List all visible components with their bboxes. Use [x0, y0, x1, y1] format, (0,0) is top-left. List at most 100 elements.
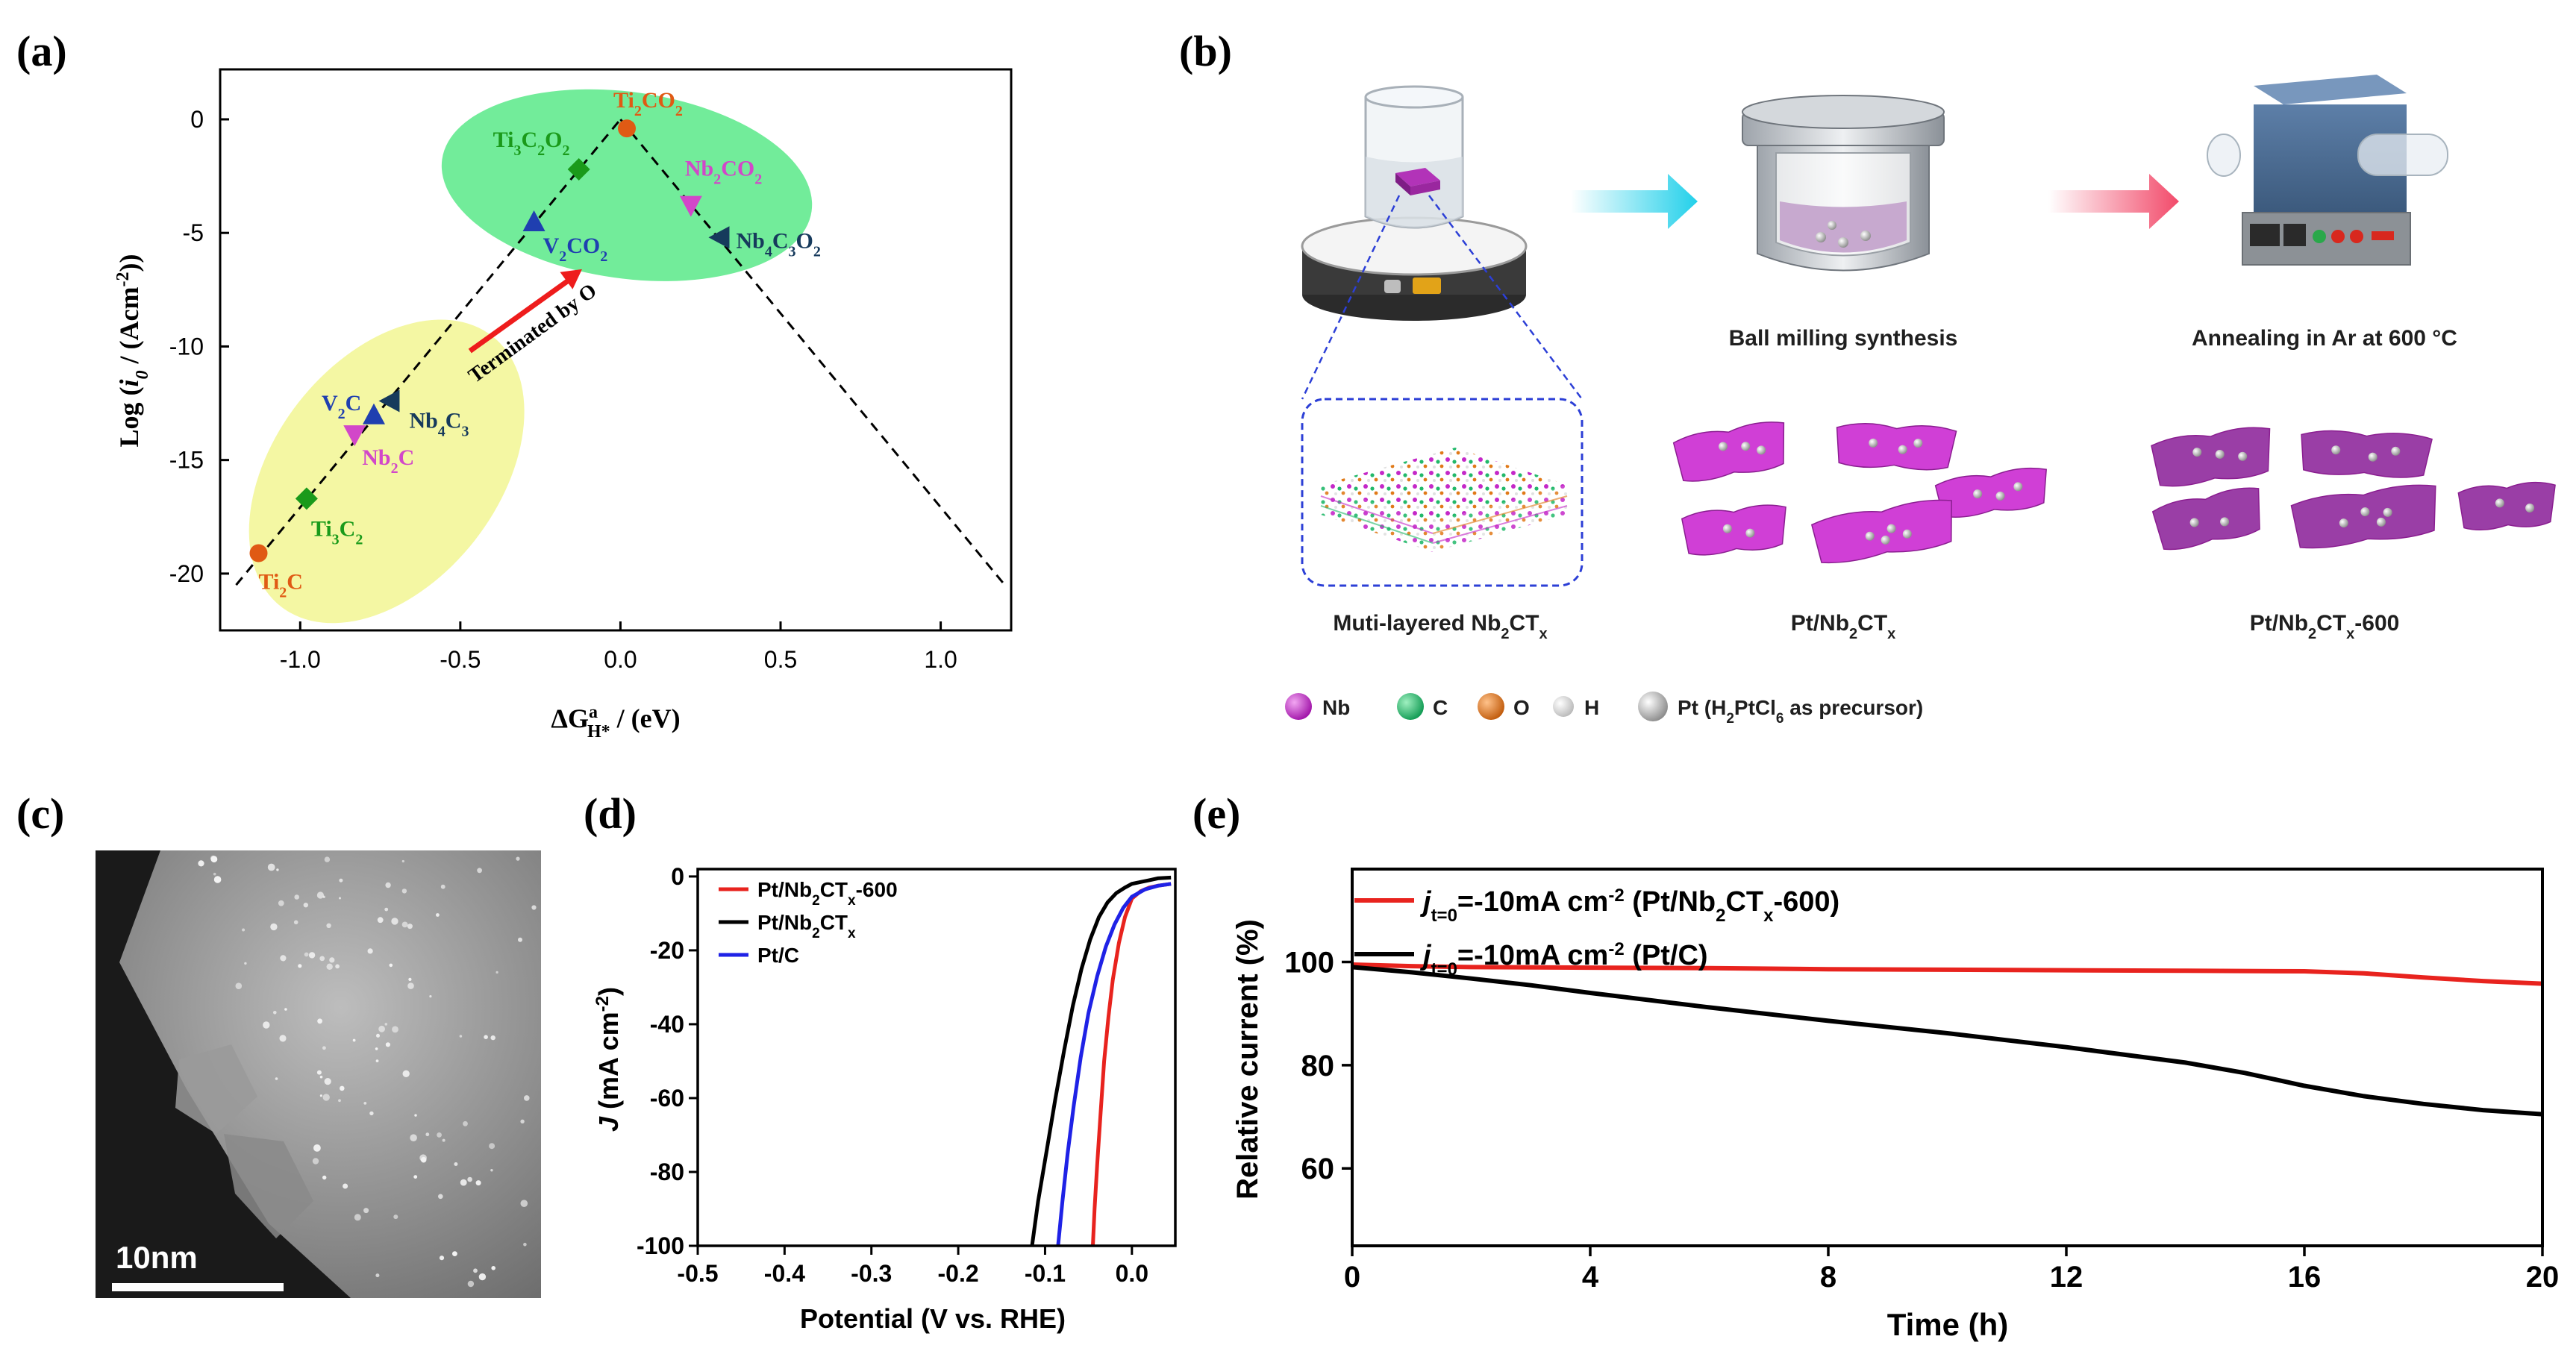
sheet: [2151, 487, 2260, 551]
sheet: [1672, 421, 1785, 482]
panel-label-b: (b): [1179, 27, 1232, 75]
legend-h: H: [1584, 696, 1599, 719]
sheet: [1681, 504, 1786, 556]
pt-nanoparticle: [270, 923, 278, 931]
pt-nanoparticle: [369, 1111, 374, 1116]
legend-o: O: [1513, 696, 1530, 719]
pt-nanoparticle: [401, 859, 404, 863]
lsv-ytick-label: -60: [650, 1085, 684, 1112]
pt-nanoparticle: [298, 964, 302, 968]
sheet: [2457, 481, 2556, 531]
atom-legend: Nb C O H Pt (H2PtCl6 as precursor): [1285, 692, 1923, 727]
c-atom-icon: [1397, 693, 1424, 720]
pt-nanoparticle: [319, 1094, 322, 1097]
label-Ti3C2: Ti3C2: [311, 516, 363, 548]
pt-nanoparticle: [312, 1158, 319, 1165]
pt-nanoparticle: [392, 1026, 398, 1033]
region-ellipse-bare: [248, 319, 525, 624]
pt-nanoparticle: [317, 1018, 322, 1024]
pt-nanoparticle: [242, 928, 246, 932]
pt-sheets-illustration: [1672, 421, 2047, 564]
sheet-surface: [1934, 467, 2047, 518]
sheet-pt: [1745, 528, 1755, 538]
pt-nanoparticle: [384, 1023, 388, 1026]
sheet-pt: [2391, 446, 2401, 456]
sheet-pt: [2339, 518, 2348, 528]
sheet-pt: [1973, 489, 1983, 499]
pt-nanoparticle: [478, 1273, 487, 1281]
pt-nanoparticle: [531, 905, 537, 910]
pt-nanoparticle: [429, 995, 432, 998]
stability-ylabel: Relative current (%): [1231, 919, 1264, 1200]
pt-atom-icon: [1638, 692, 1668, 721]
pt-nanoparticle: [489, 1143, 495, 1150]
pt-nanoparticle: [439, 1256, 445, 1261]
pt-nanoparticle: [304, 952, 309, 957]
legend-nb: Nb: [1322, 696, 1350, 719]
pt-nanoparticle: [408, 977, 412, 981]
sheet-pt: [1881, 535, 1890, 545]
stability-ytick-label: 60: [1301, 1153, 1335, 1185]
point-Ti2CO2: [618, 119, 637, 138]
lsv-xlabel: Potential (V vs. RHE): [800, 1303, 1066, 1334]
pt-nanoparticle: [308, 952, 316, 959]
pt-nanoparticle: [343, 1183, 348, 1189]
pt-nanoparticle: [407, 924, 413, 930]
pt-nanoparticle: [393, 1214, 398, 1220]
ball-mill-jar-illustration: [1742, 95, 1945, 272]
panel-label-c: (c): [16, 789, 64, 838]
pt-nanoparticle: [436, 913, 440, 917]
label-Nb4C3: Nb4C3: [409, 409, 469, 440]
panel-label-d: (d): [584, 789, 637, 838]
pt-nanoparticle: [279, 1035, 287, 1042]
pt-nanoparticle: [473, 1268, 478, 1273]
lsv-series-0: [1091, 882, 1172, 1247]
volcano-ytick-label: -10: [169, 333, 204, 360]
pt-nanoparticle: [339, 878, 343, 883]
pt-nanoparticle: [389, 963, 393, 968]
stability-series-0: [1351, 962, 2543, 986]
pt-nanoparticle: [375, 1047, 378, 1050]
pt-nanoparticle: [363, 1208, 369, 1214]
pt-nanoparticle: [275, 1077, 278, 1080]
lsv-xtick-label: -0.5: [677, 1260, 718, 1287]
stability-xtick-label: 4: [1582, 1261, 1599, 1294]
sheet-surface: [2151, 427, 2271, 487]
volcano-xtick-label: -1.0: [280, 646, 321, 673]
sheet-pt: [2368, 452, 2378, 462]
stability-xlabel: Time (h): [1887, 1307, 2009, 1342]
sheet-pt: [2220, 517, 2230, 527]
pt-nanoparticle: [401, 888, 407, 894]
pt-nanoparticle: [378, 1025, 385, 1032]
pt-nanoparticle: [276, 868, 279, 871]
sheet-pt: [1869, 438, 1878, 448]
lsv-ytick-label: -40: [650, 1011, 684, 1038]
stability-marks: jt=0=-10mA cm-2 (Pt/Nb2CTx-600) jt=0=-10m…: [1351, 885, 2543, 1117]
pt-nanoparticle: [294, 894, 300, 900]
sheet-pt: [1865, 531, 1875, 541]
sheet-pt: [2238, 451, 2248, 461]
lsv-axes: -0.5 -0.4 -0.3 -0.2 -0.1 0.0 0 -20 -40 -60 -80 -100: [637, 863, 1148, 1287]
volcano-xtick-label: 1.0: [924, 646, 957, 673]
pt-nanoparticle: [278, 900, 284, 906]
sheet-surface: [1810, 499, 1952, 564]
sheet: [1934, 467, 2047, 518]
termination-arrow-shaft: [468, 276, 573, 354]
pt-nanoparticle: [354, 1214, 361, 1221]
pt-nanoparticle: [407, 982, 414, 989]
pt-nanoparticle: [520, 1200, 528, 1207]
stability-axes: 0 4 8 12 16 20 60 80 100: [1284, 947, 2559, 1294]
sheet-pt: [2495, 498, 2504, 508]
pt-nanoparticle: [452, 1251, 457, 1256]
pt-nanoparticle: [267, 863, 275, 871]
sheet-pt: [2383, 507, 2392, 517]
pt-nanoparticle: [414, 1114, 417, 1117]
lsv-xtick-label: 0.0: [1116, 1260, 1148, 1287]
sheet-surface: [1836, 423, 1957, 471]
pt-nanoparticle: [402, 1070, 410, 1078]
point-Nb4C3: [378, 389, 400, 413]
stability-legend-label-1: jt=0=-10mA cm-2 (Pt/C): [1419, 939, 1708, 979]
pt-nanoparticle: [437, 1132, 442, 1138]
sheet-surface: [1672, 421, 1785, 482]
pt-nb2ctx-600-label: Pt/Nb2CTx-600: [2250, 611, 2400, 642]
